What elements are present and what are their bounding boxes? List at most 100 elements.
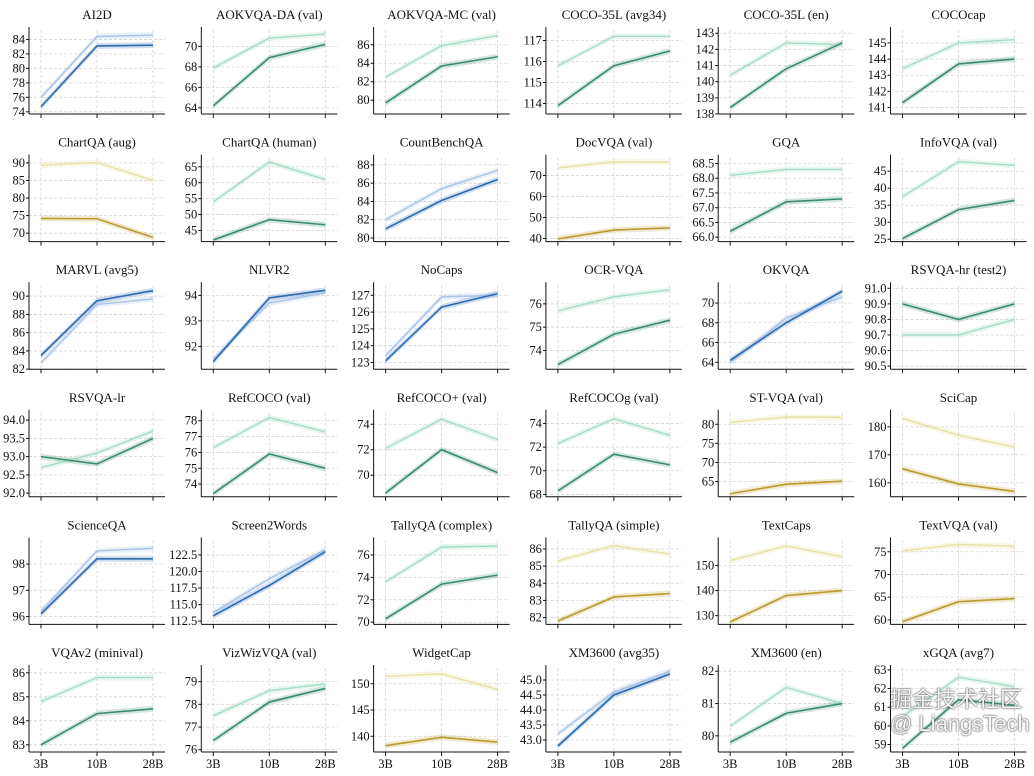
y-tick-label: 112.5: [170, 614, 198, 628]
light-confidence-band: [385, 670, 498, 693]
y-tick-label: 90.5: [865, 359, 887, 373]
y-tick-label: 67.0: [692, 201, 714, 215]
y-tick-label: 86: [357, 38, 370, 52]
y-tick-label: 144: [868, 52, 888, 66]
y-tick-label: 96: [13, 610, 26, 624]
subplot-widgetcap: 140 145 150 3B 10B 28B WidgetCap: [351, 645, 510, 771]
y-tick-label: 84: [529, 576, 542, 590]
y-tick-label: 94: [185, 288, 198, 302]
light-confidence-band: [730, 166, 843, 179]
x-tick-label: 10B: [948, 757, 969, 771]
y-tick-label: 72: [529, 440, 542, 454]
y-tick-label: 65: [702, 475, 715, 489]
y-tick-label: 66: [702, 336, 715, 350]
chart-title: XM3600 (en): [751, 645, 822, 660]
y-tick-label: 70: [702, 296, 715, 310]
y-tick-label: 94.0: [3, 413, 25, 427]
subplot-screen2words: 112.5 115.0 117.5 120.0 122.5 Screen2Words: [169, 517, 338, 629]
y-tick-label: 74: [357, 417, 370, 431]
light-confidence-band: [385, 167, 498, 223]
y-tick-label: 45.0: [520, 673, 542, 687]
y-tick-label: 70: [13, 226, 26, 240]
y-tick-label: 55: [185, 192, 198, 206]
subplot-infovqa-val-: 25 30 35 40 45 InfoVQA (val): [874, 135, 1027, 246]
x-tick-label: 3B: [34, 757, 49, 771]
chart-title: GQA: [772, 135, 801, 150]
dark-confidence-band: [902, 595, 1015, 625]
subplot-tallyqa-complex-: 70 72 74 76 TallyQA (complex): [357, 517, 510, 629]
y-tick-label: 75: [702, 436, 715, 450]
y-tick-label: 86: [13, 326, 26, 340]
y-tick-label: 64: [702, 355, 715, 369]
y-tick-label: 65: [874, 590, 887, 604]
chart-title: VQAv2 (minival): [51, 645, 143, 660]
subplot-refcoco-val-: 70 72 74 RefCOCO+ (val): [357, 390, 510, 501]
y-tick-label: 145: [351, 703, 370, 717]
y-tick-label: 160: [868, 476, 887, 490]
y-tick-label: 145: [868, 36, 887, 50]
y-tick-label: 170: [868, 448, 887, 462]
x-tick-label: 28B: [487, 757, 508, 771]
y-tick-label: 74: [529, 344, 542, 358]
y-tick-label: 75: [13, 209, 26, 223]
chart-title: NLVR2: [249, 262, 290, 277]
y-tick-label: 82: [357, 213, 370, 227]
subplot-coco-35l-en-: 138 139 140 141 142 143 COCO-35L (en): [695, 7, 855, 121]
y-tick-label: 150: [351, 677, 370, 691]
light-confidence-band: [385, 416, 498, 452]
y-tick-label: 86: [357, 176, 370, 190]
y-tick-label: 120.0: [169, 564, 197, 578]
y-tick-label: 85: [529, 559, 542, 573]
y-tick-label: 90: [13, 289, 26, 303]
subplot-textcaps: 130 140 150 TextCaps: [695, 517, 855, 629]
y-tick-label: 75: [874, 545, 887, 559]
y-tick-label: 93.5: [3, 431, 25, 445]
y-tick-label: 43.0: [520, 733, 542, 747]
x-tick-label: 3B: [895, 757, 910, 771]
y-tick-label: 68: [529, 487, 542, 501]
y-tick-label: 74: [13, 105, 26, 119]
y-tick-label: 90.7: [865, 328, 887, 342]
y-tick-label: 63: [874, 663, 887, 677]
subplot-refcocog-val-: 68 70 72 74 RefCOCOg (val): [529, 390, 682, 501]
y-tick-label: 90: [13, 156, 26, 170]
dark-confidence-band: [385, 290, 498, 364]
y-tick-label: 138: [695, 107, 714, 121]
dark-confidence-band: [41, 287, 153, 359]
y-tick-label: 97: [13, 583, 26, 597]
y-tick-label: 43.5: [520, 718, 542, 732]
y-tick-label: 60: [529, 189, 542, 203]
y-tick-label: 60: [874, 613, 887, 627]
chart-title: AOKVQA-MC (val): [387, 7, 496, 22]
y-tick-label: 123: [351, 355, 370, 369]
y-tick-label: 77: [185, 430, 198, 444]
y-tick-label: 68.0: [692, 171, 714, 185]
light-confidence-band: [213, 289, 326, 362]
light-confidence-band: [730, 294, 843, 366]
y-tick-label: 40: [874, 181, 887, 195]
subplot-docvqa-val-: 40 50 60 70 DocVQA (val): [529, 135, 682, 246]
y-tick-label: 86: [529, 542, 542, 556]
y-tick-label: 74: [529, 416, 542, 430]
y-tick-label: 50: [529, 210, 542, 224]
y-tick-label: 122.5: [169, 548, 197, 562]
y-tick-label: 98: [13, 557, 26, 571]
x-tick-label: 28B: [832, 757, 853, 771]
dark-confidence-band: [41, 705, 153, 748]
y-tick-label: 80: [13, 61, 26, 75]
y-tick-label: 70: [357, 468, 370, 482]
y-tick-label: 116: [524, 55, 542, 69]
y-tick-label: 61: [874, 700, 887, 714]
y-tick-label: 130: [695, 609, 714, 623]
y-tick-label: 65: [185, 160, 198, 174]
dark-confidence-band: [730, 39, 843, 111]
subplot-cococap: 141 142 143 144 145 COCOcap: [868, 7, 1027, 118]
y-tick-label: 86: [13, 666, 26, 680]
y-tick-label: 66.5: [692, 215, 714, 229]
chart-title: TextVQA (val): [919, 517, 997, 532]
chart-title: NoCaps: [421, 262, 463, 277]
subplot-xgqa-avg7-: 59 60 61 62 63 3B 10B 28B xGQA (avg7): [874, 645, 1027, 771]
x-tick-label: 10B: [259, 757, 280, 771]
y-tick-label: 76: [13, 90, 26, 104]
